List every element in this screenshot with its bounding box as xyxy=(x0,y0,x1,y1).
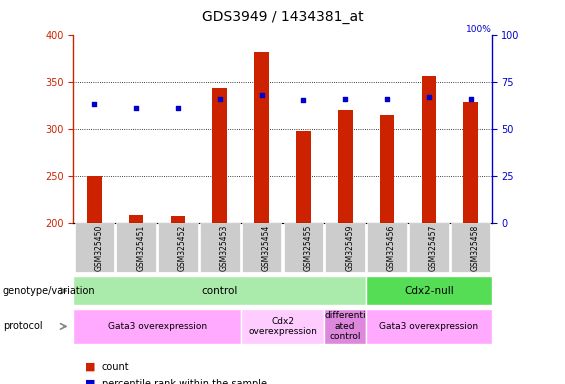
Bar xyxy=(324,309,366,344)
Text: GSM325456: GSM325456 xyxy=(387,225,396,271)
Bar xyxy=(296,131,311,223)
Point xyxy=(299,98,308,104)
Point xyxy=(341,96,350,102)
Text: GSM325451: GSM325451 xyxy=(136,225,145,271)
Point xyxy=(383,96,392,102)
Bar xyxy=(421,76,436,223)
Text: GSM325450: GSM325450 xyxy=(94,225,103,271)
Text: GSM325459: GSM325459 xyxy=(345,225,354,271)
Bar xyxy=(366,309,492,344)
Text: Cdx2
overexpression: Cdx2 overexpression xyxy=(248,317,317,336)
Text: control: control xyxy=(202,286,238,296)
Text: GSM325454: GSM325454 xyxy=(262,225,271,271)
Point xyxy=(257,92,266,98)
Text: protocol: protocol xyxy=(3,321,42,331)
Text: GSM325458: GSM325458 xyxy=(471,225,480,271)
Bar xyxy=(212,88,227,223)
Bar xyxy=(366,276,492,305)
Bar xyxy=(73,276,366,305)
Point xyxy=(215,96,224,102)
Point xyxy=(424,94,433,100)
Bar xyxy=(241,309,324,344)
Point xyxy=(173,105,182,111)
Text: GSM325452: GSM325452 xyxy=(178,225,187,271)
Text: GSM325455: GSM325455 xyxy=(303,225,312,271)
Bar xyxy=(254,53,269,223)
Text: count: count xyxy=(102,362,129,372)
Bar xyxy=(380,116,394,223)
Bar xyxy=(87,176,102,223)
Text: differenti
ated
control: differenti ated control xyxy=(324,311,366,341)
Bar xyxy=(463,102,478,223)
Text: Cdx2-null: Cdx2-null xyxy=(404,286,454,296)
Text: 100%: 100% xyxy=(466,25,492,34)
Point xyxy=(132,105,141,111)
Text: Gata3 overexpression: Gata3 overexpression xyxy=(379,322,479,331)
Bar xyxy=(73,309,241,344)
Text: genotype/variation: genotype/variation xyxy=(3,286,95,296)
Text: GSM325453: GSM325453 xyxy=(220,225,229,271)
Point xyxy=(466,96,475,102)
Bar xyxy=(338,110,353,223)
Text: percentile rank within the sample: percentile rank within the sample xyxy=(102,379,267,384)
Bar xyxy=(171,216,185,223)
Point xyxy=(90,101,99,107)
Text: Gata3 overexpression: Gata3 overexpression xyxy=(107,322,207,331)
Text: GSM325457: GSM325457 xyxy=(429,225,438,271)
Text: ■: ■ xyxy=(85,362,95,372)
Text: ■: ■ xyxy=(85,379,95,384)
Bar xyxy=(129,215,144,223)
Text: GDS3949 / 1434381_at: GDS3949 / 1434381_at xyxy=(202,10,363,23)
